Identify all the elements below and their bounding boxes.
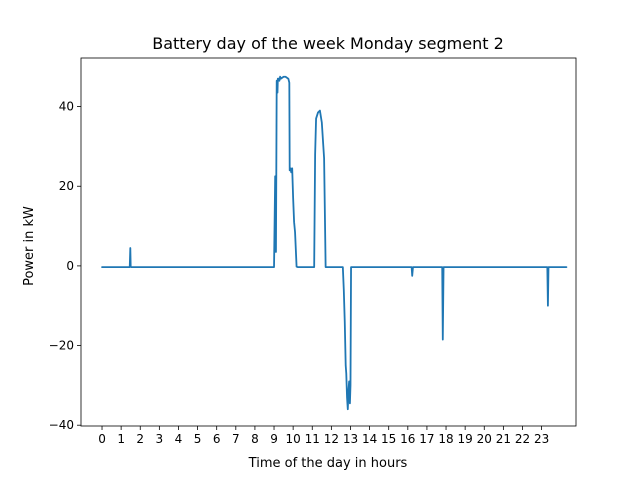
- series-line: [101, 75, 568, 411]
- x-tick-label: 17: [419, 432, 434, 446]
- y-tick-label: 20: [59, 179, 74, 193]
- y-tick-label: 40: [59, 100, 74, 114]
- x-tick-label: 10: [286, 432, 301, 446]
- x-tick-label: 6: [213, 432, 221, 446]
- y-tick-label: −40: [49, 418, 74, 432]
- x-tick-label: 1: [117, 432, 125, 446]
- x-tick-label: 8: [251, 432, 259, 446]
- x-tick-label: 21: [496, 432, 511, 446]
- x-tick-label: 5: [194, 432, 202, 446]
- x-tick-label: 19: [458, 432, 473, 446]
- series-layer: [101, 75, 568, 411]
- y-axis: −40 −20 0 20 40: [49, 100, 81, 432]
- x-axis-label: Time of the day in hours: [248, 456, 408, 471]
- x-tick-label: 11: [305, 432, 320, 446]
- x-tick-label: 9: [270, 432, 278, 446]
- x-tick-label: 2: [136, 432, 144, 446]
- x-tick-label: 0: [98, 432, 106, 446]
- x-tick-label: 22: [515, 432, 530, 446]
- x-tick-label: 4: [175, 432, 183, 446]
- plot-area: [80, 57, 577, 427]
- x-tick-label: 13: [343, 432, 358, 446]
- x-tick-label: 16: [400, 432, 415, 446]
- y-axis-label: Power in kW: [22, 206, 37, 286]
- x-axis: 0 1 2 3 4 5 6 7 8 9 10 11 12 13 14 15 16 17 18 19 20 21 22 23: [98, 426, 549, 446]
- x-tick-label: 14: [362, 432, 377, 446]
- y-tick-label: 0: [66, 259, 74, 273]
- x-tick-label: 7: [232, 432, 240, 446]
- x-tick-label: 3: [156, 432, 164, 446]
- x-tick-label: 12: [324, 432, 339, 446]
- x-tick-label: 20: [477, 432, 492, 446]
- x-tick-label: 18: [438, 432, 453, 446]
- chart-title: Battery day of the week Monday segment 2: [152, 34, 504, 53]
- x-tick-label: 23: [534, 432, 549, 446]
- plot-frame: [80, 57, 577, 427]
- y-tick-label: −20: [49, 339, 74, 353]
- x-tick-label: 15: [381, 432, 396, 446]
